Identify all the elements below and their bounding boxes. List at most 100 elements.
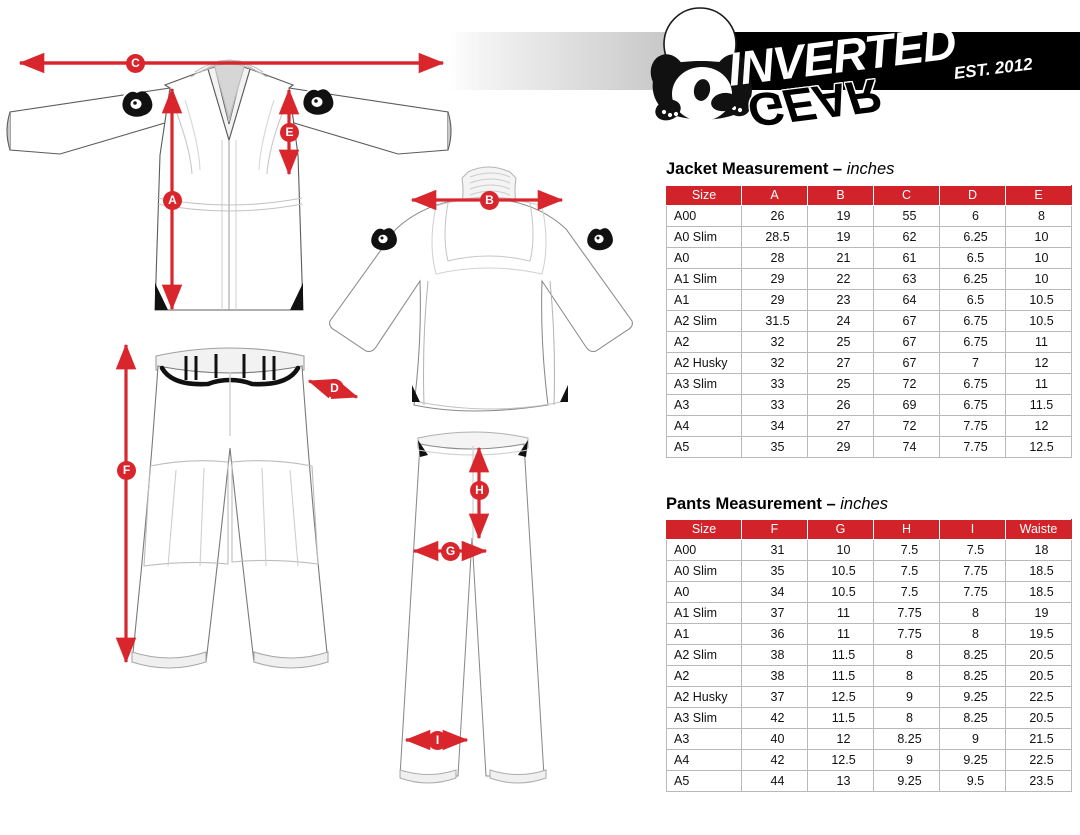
jacket-cell-c: 69 bbox=[873, 394, 940, 416]
table-row: A2 Slim 38 11.5 8 8.25 20.5 bbox=[666, 644, 1072, 666]
jacket-col-header-size: Size bbox=[666, 185, 742, 206]
pants-cell-g: 11.5 bbox=[807, 665, 874, 687]
pants-cell-f: 35 bbox=[741, 560, 808, 582]
pants-front-illustration bbox=[131, 347, 329, 669]
pants-cell-i: 8 bbox=[939, 623, 1006, 645]
callout-a: A bbox=[163, 191, 182, 210]
jacket-size-label: A1 Slim bbox=[666, 268, 742, 290]
pants-size-label: A0 bbox=[666, 581, 742, 603]
table-row: A5 44 13 9.25 9.5 23.5 bbox=[666, 770, 1072, 792]
pants-cell-h: 9 bbox=[873, 686, 940, 708]
pants-cell-h: 7.5 bbox=[873, 539, 940, 561]
jacket-cell-a: 32 bbox=[741, 331, 808, 353]
pants-col-header-h: H bbox=[873, 519, 940, 540]
pants-col-header-g: G bbox=[807, 519, 874, 540]
jacket-size-label: A00 bbox=[666, 205, 742, 227]
pants-cell-waiste: 18.5 bbox=[1005, 560, 1072, 582]
jacket-cell-d: 6.25 bbox=[939, 226, 1006, 248]
jacket-size-label: A3 Slim bbox=[666, 373, 742, 395]
table-row: A3 33 26 69 6.75 11.5 bbox=[666, 394, 1072, 416]
pants-cell-g: 11 bbox=[807, 623, 874, 645]
pants-cell-waiste: 20.5 bbox=[1005, 665, 1072, 687]
jacket-cell-a: 29 bbox=[741, 268, 808, 290]
pants-cell-g: 10 bbox=[807, 539, 874, 561]
jacket-cell-d: 6 bbox=[939, 205, 1006, 227]
table-row: A0 Slim 35 10.5 7.5 7.75 18.5 bbox=[666, 560, 1072, 582]
jacket-cell-b: 22 bbox=[807, 268, 874, 290]
jacket-cell-d: 6.75 bbox=[939, 373, 1006, 395]
pants-cell-i: 8 bbox=[939, 602, 1006, 624]
callout-g: G bbox=[441, 542, 460, 561]
table-row: A2 38 11.5 8 8.25 20.5 bbox=[666, 665, 1072, 687]
pants-cell-g: 11.5 bbox=[807, 707, 874, 729]
pants-cell-h: 8 bbox=[873, 707, 940, 729]
pants-cell-h: 7.75 bbox=[873, 602, 940, 624]
pants-cell-waiste: 20.5 bbox=[1005, 707, 1072, 729]
pants-cell-waiste: 18.5 bbox=[1005, 581, 1072, 603]
pants-cell-h: 7.5 bbox=[873, 560, 940, 582]
jacket-cell-c: 67 bbox=[873, 352, 940, 374]
pants-cell-i: 9 bbox=[939, 728, 1006, 750]
jacket-size-label: A2 Slim bbox=[666, 310, 742, 332]
jacket-size-label: A1 bbox=[666, 289, 742, 311]
pants-cell-i: 7.5 bbox=[939, 539, 1006, 561]
jacket-cell-a: 34 bbox=[741, 415, 808, 437]
pants-cell-h: 7.75 bbox=[873, 623, 940, 645]
jacket-title-dash: – bbox=[832, 160, 847, 178]
jacket-cell-e: 11 bbox=[1005, 373, 1072, 395]
table-row: A4 42 12.5 9 9.25 22.5 bbox=[666, 749, 1072, 771]
pants-cell-waiste: 20.5 bbox=[1005, 644, 1072, 666]
callout-d: D bbox=[325, 379, 344, 398]
pants-cell-waiste: 19.5 bbox=[1005, 623, 1072, 645]
jacket-cell-a: 33 bbox=[741, 373, 808, 395]
table-row: A1 Slim 37 11 7.75 8 19 bbox=[666, 602, 1072, 624]
table-row: A2 Husky 37 12.5 9 9.25 22.5 bbox=[666, 686, 1072, 708]
jacket-cell-e: 11.5 bbox=[1005, 394, 1072, 416]
jacket-cell-d: 7.75 bbox=[939, 436, 1006, 458]
pants-cell-g: 12.5 bbox=[807, 749, 874, 771]
pants-cell-f: 42 bbox=[741, 749, 808, 771]
table-row: A3 Slim 42 11.5 8 8.25 20.5 bbox=[666, 707, 1072, 729]
pants-cell-f: 44 bbox=[741, 770, 808, 792]
brand-logo: INVERTED GEAR EST. 2012 bbox=[620, 2, 1080, 138]
jacket-front-illustration bbox=[6, 59, 452, 311]
jacket-cell-b: 21 bbox=[807, 247, 874, 269]
jacket-cell-e: 12 bbox=[1005, 415, 1072, 437]
jacket-cell-e: 10.5 bbox=[1005, 289, 1072, 311]
jacket-cell-a: 35 bbox=[741, 436, 808, 458]
pants-cell-i: 9.5 bbox=[939, 770, 1006, 792]
pants-cell-waiste: 21.5 bbox=[1005, 728, 1072, 750]
jacket-cell-a: 31.5 bbox=[741, 310, 808, 332]
pants-table-title: Pants Measurement – inches bbox=[666, 495, 888, 514]
pants-cell-i: 8.25 bbox=[939, 665, 1006, 687]
measurement-arrows bbox=[18, 52, 564, 751]
pants-col-header-f: F bbox=[741, 519, 808, 540]
jacket-cell-d: 6.25 bbox=[939, 268, 1006, 290]
jacket-cell-b: 29 bbox=[807, 436, 874, 458]
jacket-cell-e: 10 bbox=[1005, 247, 1072, 269]
jacket-cell-d: 6.5 bbox=[939, 289, 1006, 311]
pants-cell-i: 9.25 bbox=[939, 749, 1006, 771]
callout-i: I bbox=[428, 731, 447, 750]
pants-size-label: A2 Slim bbox=[666, 644, 742, 666]
table-row: A1 29 23 64 6.5 10.5 bbox=[666, 289, 1072, 311]
pants-cell-g: 12 bbox=[807, 728, 874, 750]
pants-title-text: Pants Measurement bbox=[666, 495, 827, 513]
callout-e: E bbox=[280, 123, 299, 142]
jacket-size-label: A0 bbox=[666, 247, 742, 269]
jacket-cell-c: 62 bbox=[873, 226, 940, 248]
table-row: A0 28 21 61 6.5 10 bbox=[666, 247, 1072, 269]
pants-cell-i: 7.75 bbox=[939, 560, 1006, 582]
jacket-col-header-e: E bbox=[1005, 185, 1072, 206]
jacket-title-text: Jacket Measurement bbox=[666, 160, 833, 178]
pants-col-header-waiste: Waiste bbox=[1005, 519, 1072, 540]
pants-size-label: A1 bbox=[666, 623, 742, 645]
pants-cell-waiste: 22.5 bbox=[1005, 686, 1072, 708]
jacket-cell-a: 29 bbox=[741, 289, 808, 311]
jacket-cell-d: 6.75 bbox=[939, 394, 1006, 416]
pants-cell-i: 7.75 bbox=[939, 581, 1006, 603]
pants-size-label: A2 Husky bbox=[666, 686, 742, 708]
jacket-cell-b: 19 bbox=[807, 226, 874, 248]
jacket-cell-b: 26 bbox=[807, 394, 874, 416]
jacket-cell-c: 64 bbox=[873, 289, 940, 311]
